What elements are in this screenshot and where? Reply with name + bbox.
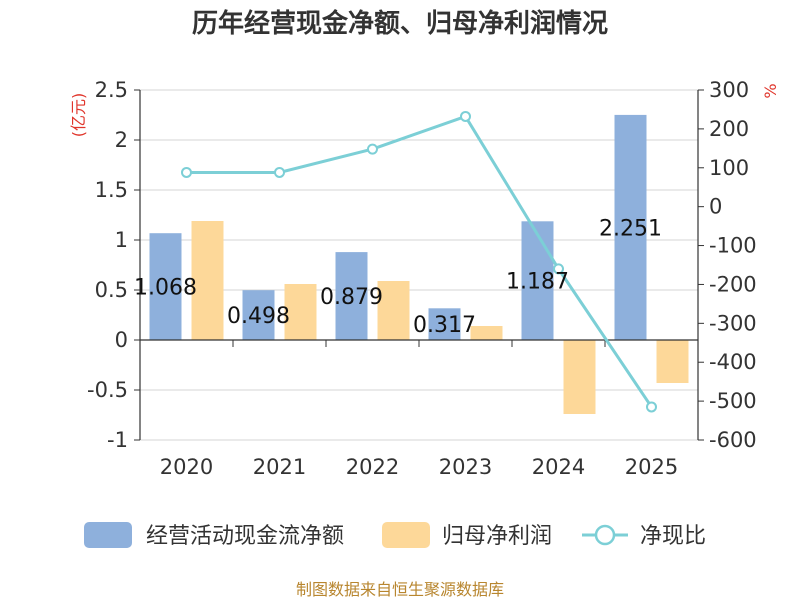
legend-marker-ratio [594, 524, 616, 546]
ratio-point [367, 143, 378, 155]
left-axis-unit: (亿元) [69, 93, 88, 138]
net-profit-bar [656, 340, 689, 383]
left-tick-label: 1.5 [95, 178, 128, 202]
legend-swatch-cashflow [84, 522, 132, 548]
grid-lines [140, 89, 698, 441]
cashflow-bar [428, 308, 461, 340]
cashflow-data-label: 0.317 [413, 313, 476, 338]
cashflow-bar [614, 114, 647, 341]
right-tick-label: -300 [709, 311, 757, 335]
cashflow-data-label: 0.879 [320, 285, 383, 310]
cashflow-bar [149, 233, 182, 340]
x-tick-label: 2022 [346, 455, 399, 479]
right-tick-label: 200 [709, 117, 749, 141]
right-tick-label: 100 [709, 156, 749, 180]
left-tick-label: 2 [115, 128, 128, 152]
cashflow-data-label: 1.068 [134, 276, 197, 301]
bar-series [149, 114, 689, 414]
data-labels: 1.068 0.498 0.879 0.317 1.187 2.251 [134, 216, 662, 338]
cashflow-bar [242, 290, 275, 340]
cashflow-bar [521, 221, 554, 340]
ratio-point [460, 110, 471, 122]
ratio-point [181, 166, 192, 178]
x-tick-label: 2025 [625, 455, 678, 479]
ratio-line [186, 114, 653, 408]
net-profit-bar [191, 221, 224, 340]
cashflow-data-label: 0.498 [227, 304, 290, 329]
right-tick-label: -100 [709, 234, 757, 258]
right-tick-label: -500 [709, 389, 757, 413]
right-tick-label: -200 [709, 272, 757, 296]
left-tick-label: 0.5 [95, 278, 128, 302]
left-tick-label: -1 [107, 428, 128, 452]
net-profit-bar [377, 281, 410, 340]
right-tick-label: -600 [709, 428, 757, 452]
right-axis-unit: % [761, 83, 780, 98]
left-tick-label: 0 [115, 328, 128, 352]
right-tick-label: -400 [709, 350, 757, 374]
left-tick-label: 2.5 [95, 78, 128, 102]
net-profit-bar [284, 284, 317, 340]
net-profit-bar [563, 340, 596, 414]
left-tick-label: 1 [115, 228, 128, 252]
cashflow-data-label: 1.187 [506, 270, 569, 295]
left-tick-label: -0.5 [87, 378, 128, 402]
legend-label-net-profit: 归母净利润 [442, 524, 552, 549]
legend-label-ratio: 净现比 [640, 524, 706, 549]
legend: 经营活动现金流净额 归母净利润 净现比 [84, 522, 706, 549]
x-tick-label: 2023 [439, 455, 492, 479]
cashflow-data-label: 2.251 [599, 216, 662, 241]
legend-swatch-net-profit [382, 522, 430, 548]
axes: 2.5 2 1.5 1 0.5 0 -0.5 -1 300 200 100 0 -100 -200 -300… [87, 78, 757, 479]
x-tick-label: 2021 [253, 455, 306, 479]
ratio-point [646, 401, 657, 413]
net-profit-bar [470, 326, 503, 340]
chart-title: 历年经营现金净额、归母净利润情况 [192, 8, 608, 39]
ratio-point [274, 166, 285, 178]
cashflow-bar [335, 252, 368, 340]
right-tick-label: 300 [709, 78, 749, 102]
source-note: 制图数据来自恒生聚源数据库 [296, 580, 504, 599]
ratio-point [553, 263, 564, 275]
x-tick-label: 2024 [532, 455, 585, 479]
right-tick-label: 0 [709, 195, 722, 219]
legend-label-cashflow: 经营活动现金流净额 [146, 524, 344, 549]
line-series [181, 110, 657, 413]
x-tick-label: 2020 [160, 455, 213, 479]
